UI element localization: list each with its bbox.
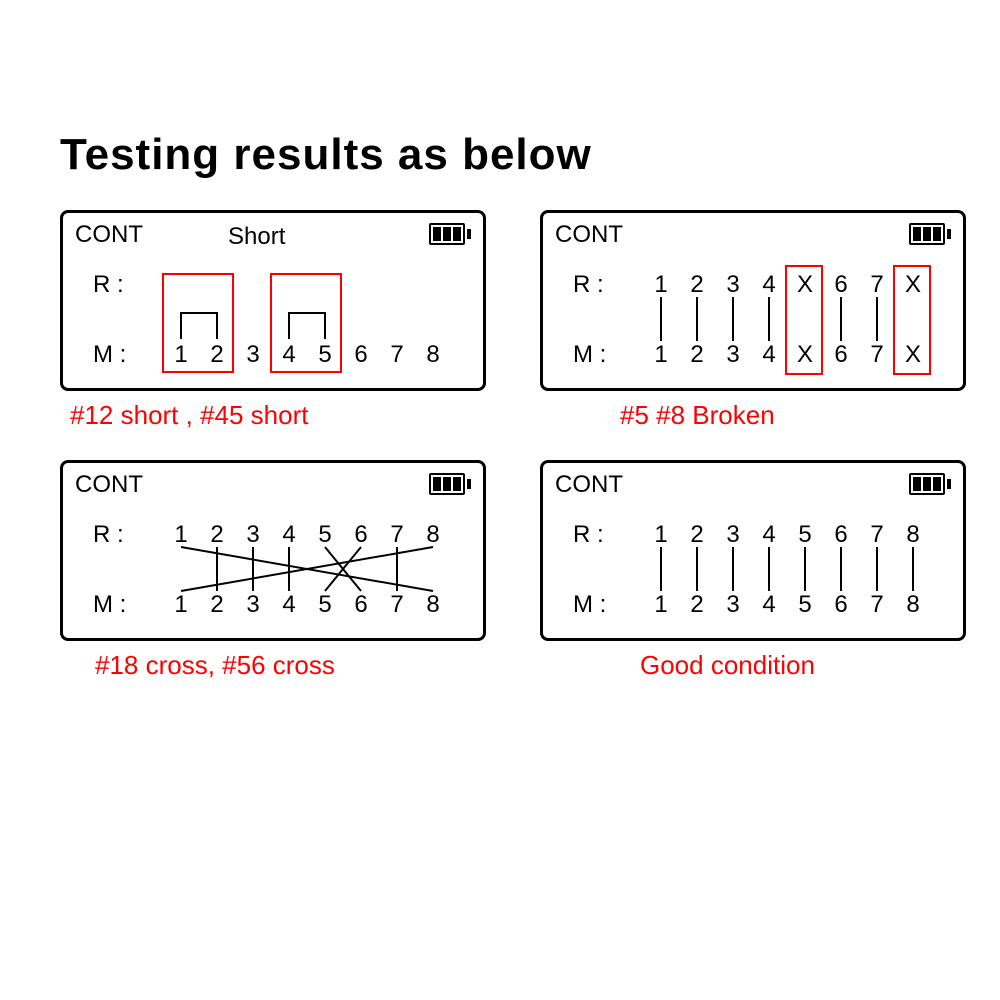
row-r-label: R : bbox=[93, 521, 124, 549]
row-r: 12345678 bbox=[163, 521, 451, 549]
panel-caption: #5 #8 Broken bbox=[620, 400, 775, 431]
pin-r: 8 bbox=[415, 521, 451, 549]
cont-label: CONT bbox=[75, 471, 143, 499]
pin-m: 3 bbox=[235, 341, 271, 369]
row-m-label: M : bbox=[93, 341, 126, 369]
pin-m: 6 bbox=[823, 341, 859, 369]
cont-label: CONT bbox=[555, 221, 623, 249]
panel-caption: #18 cross, #56 cross bbox=[95, 650, 335, 681]
pin-m: 3 bbox=[715, 591, 751, 619]
pin-m: 5 bbox=[307, 591, 343, 619]
page-title: Testing results as below bbox=[60, 130, 592, 180]
pin-m: 4 bbox=[751, 341, 787, 369]
pin-r: 4 bbox=[751, 521, 787, 549]
cont-label: CONT bbox=[75, 221, 143, 249]
pin-r: 1 bbox=[163, 521, 199, 549]
pin-m: 1 bbox=[163, 591, 199, 619]
pin-r: 2 bbox=[679, 521, 715, 549]
pin-m: 2 bbox=[679, 591, 715, 619]
pin-m: 4 bbox=[271, 591, 307, 619]
pin-m: 1 bbox=[643, 591, 679, 619]
battery-icon bbox=[429, 223, 471, 245]
pin-m: 8 bbox=[415, 591, 451, 619]
highlight-box bbox=[270, 273, 342, 373]
pin-r: 3 bbox=[235, 521, 271, 549]
pin-m: 6 bbox=[823, 591, 859, 619]
row-m: 12345678 bbox=[163, 591, 451, 619]
pin-r: 1 bbox=[643, 521, 679, 549]
pin-m: 5 bbox=[787, 591, 823, 619]
pin-r: 4 bbox=[271, 521, 307, 549]
pin-m: 6 bbox=[343, 591, 379, 619]
battery-icon bbox=[909, 223, 951, 245]
row-m-label: M : bbox=[93, 591, 126, 619]
pin-r: 5 bbox=[787, 521, 823, 549]
pin-r: 7 bbox=[859, 271, 895, 299]
pin-r: 6 bbox=[823, 271, 859, 299]
row-r-label: R : bbox=[573, 271, 604, 299]
pin-r: 4 bbox=[751, 271, 787, 299]
pin-m: 2 bbox=[199, 591, 235, 619]
pin-r: 3 bbox=[715, 521, 751, 549]
battery-icon bbox=[909, 473, 951, 495]
pin-m: 7 bbox=[859, 341, 895, 369]
pin-m: 2 bbox=[679, 341, 715, 369]
highlight-box bbox=[162, 273, 234, 373]
row-m-label: M : bbox=[573, 591, 606, 619]
panel-caption: #12 short , #45 short bbox=[70, 400, 308, 431]
pin-r: 6 bbox=[823, 521, 859, 549]
lcd-panel-short: CONTShortR :M :12345678 bbox=[60, 210, 486, 391]
pin-m: 8 bbox=[895, 591, 931, 619]
pin-m: 6 bbox=[343, 341, 379, 369]
lcd-panel-broken: CONTR :M :1234X67X1234X67X bbox=[540, 210, 966, 391]
row-r-label: R : bbox=[93, 271, 124, 299]
pin-m: 1 bbox=[643, 341, 679, 369]
cont-label: CONT bbox=[555, 471, 623, 499]
pin-r: 7 bbox=[379, 521, 415, 549]
pin-m: 3 bbox=[235, 591, 271, 619]
lcd-panel-cross: CONTR :M :1234567812345678 bbox=[60, 460, 486, 641]
pin-r: 1 bbox=[643, 271, 679, 299]
row-r-label: R : bbox=[573, 521, 604, 549]
highlight-box bbox=[893, 265, 931, 375]
pin-m: 7 bbox=[379, 341, 415, 369]
pin-r: 5 bbox=[307, 521, 343, 549]
pin-m: 7 bbox=[859, 591, 895, 619]
pin-m: 4 bbox=[751, 591, 787, 619]
pin-m: 8 bbox=[415, 341, 451, 369]
lcd-panel-good: CONTR :M :1234567812345678 bbox=[540, 460, 966, 641]
panel-caption: Good condition bbox=[640, 650, 815, 681]
row-m-label: M : bbox=[573, 341, 606, 369]
battery-icon bbox=[429, 473, 471, 495]
status-label: Short bbox=[228, 223, 285, 251]
pin-r: 2 bbox=[199, 521, 235, 549]
pin-m: 3 bbox=[715, 341, 751, 369]
row-r: 12345678 bbox=[643, 521, 931, 549]
pin-r: 6 bbox=[343, 521, 379, 549]
pin-r: 8 bbox=[895, 521, 931, 549]
row-m: 12345678 bbox=[643, 591, 931, 619]
pin-r: 7 bbox=[859, 521, 895, 549]
pin-r: 2 bbox=[679, 271, 715, 299]
pin-m: 7 bbox=[379, 591, 415, 619]
highlight-box bbox=[785, 265, 823, 375]
pin-r: 3 bbox=[715, 271, 751, 299]
